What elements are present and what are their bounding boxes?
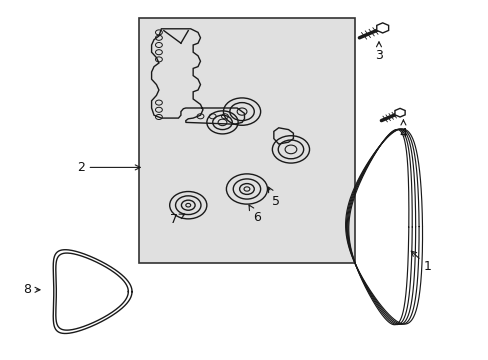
Text: 6: 6 [248, 205, 260, 224]
Polygon shape [376, 23, 388, 33]
Text: 4: 4 [399, 120, 407, 140]
Text: 1: 1 [410, 251, 431, 273]
Text: 8: 8 [23, 283, 40, 296]
Polygon shape [394, 108, 404, 117]
Bar [139, 18, 354, 263]
Text: 2: 2 [77, 161, 140, 174]
Text: 3: 3 [374, 42, 382, 62]
Text: 7: 7 [169, 213, 184, 226]
Text: 5: 5 [268, 187, 280, 208]
